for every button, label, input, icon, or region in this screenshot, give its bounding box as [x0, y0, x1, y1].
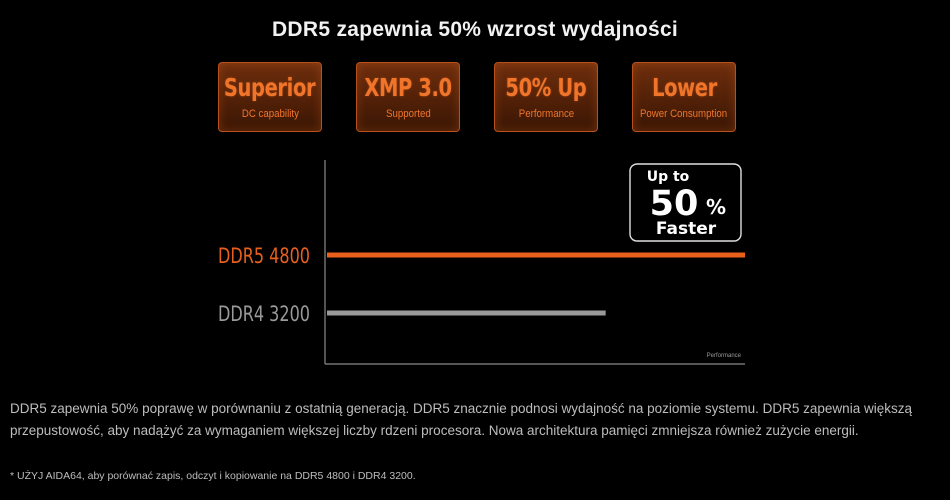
badge-superior: Superior DC capability: [218, 62, 322, 132]
faster-annotation: Up to 50 % Faster: [629, 163, 742, 242]
badge-xmp: XMP 3.0 Supported: [356, 62, 460, 132]
badge-power: Lower Power Consumption: [632, 62, 736, 132]
bar-ddr5-4800: [327, 252, 745, 258]
annotation-up-to: Up to: [647, 169, 690, 185]
performance-chart: Performance Up to 50 % Faster DDR5 4800D…: [218, 160, 745, 365]
annotation-box: [629, 163, 742, 242]
x-axis-label: Performance: [707, 353, 742, 359]
badge-sub-text: Supported: [385, 108, 431, 120]
badge-sub-text: DC capability: [241, 108, 299, 120]
footnote-text: * UŻYJ AIDA64, aby porównać zapis, odczy…: [10, 470, 416, 482]
bar-ddr4-3200: [327, 310, 606, 316]
annotation-faster: Faster: [656, 219, 717, 239]
page-title: DDR5 zapewnia 50% wzrost wydajności: [271, 18, 679, 41]
badge-main-text: Superior: [224, 73, 316, 102]
category-label: DDR4 3200: [218, 302, 310, 326]
category-label: DDR5 4800: [218, 244, 310, 268]
annotation-percent-value: 50: [650, 184, 699, 224]
badge-sub-text: Performance: [518, 108, 574, 120]
badge-sub-text: Power Consumption: [640, 108, 728, 120]
feature-badges: Superior DC capability XMP 3.0 Supported…: [218, 62, 736, 132]
annotation-percent-sign: %: [706, 195, 726, 219]
badge-performance: 50% Up Performance: [494, 62, 598, 132]
badge-main-text: XMP 3.0: [364, 73, 452, 102]
badge-main-text: Lower: [651, 73, 717, 102]
description-text: DDR5 zapewnia 50% poprawę w porównaniu z…: [10, 401, 912, 438]
bar-group: DDR5 4800 DDR4 3200: [218, 244, 745, 326]
badge-main-text: 50% Up: [505, 73, 587, 102]
